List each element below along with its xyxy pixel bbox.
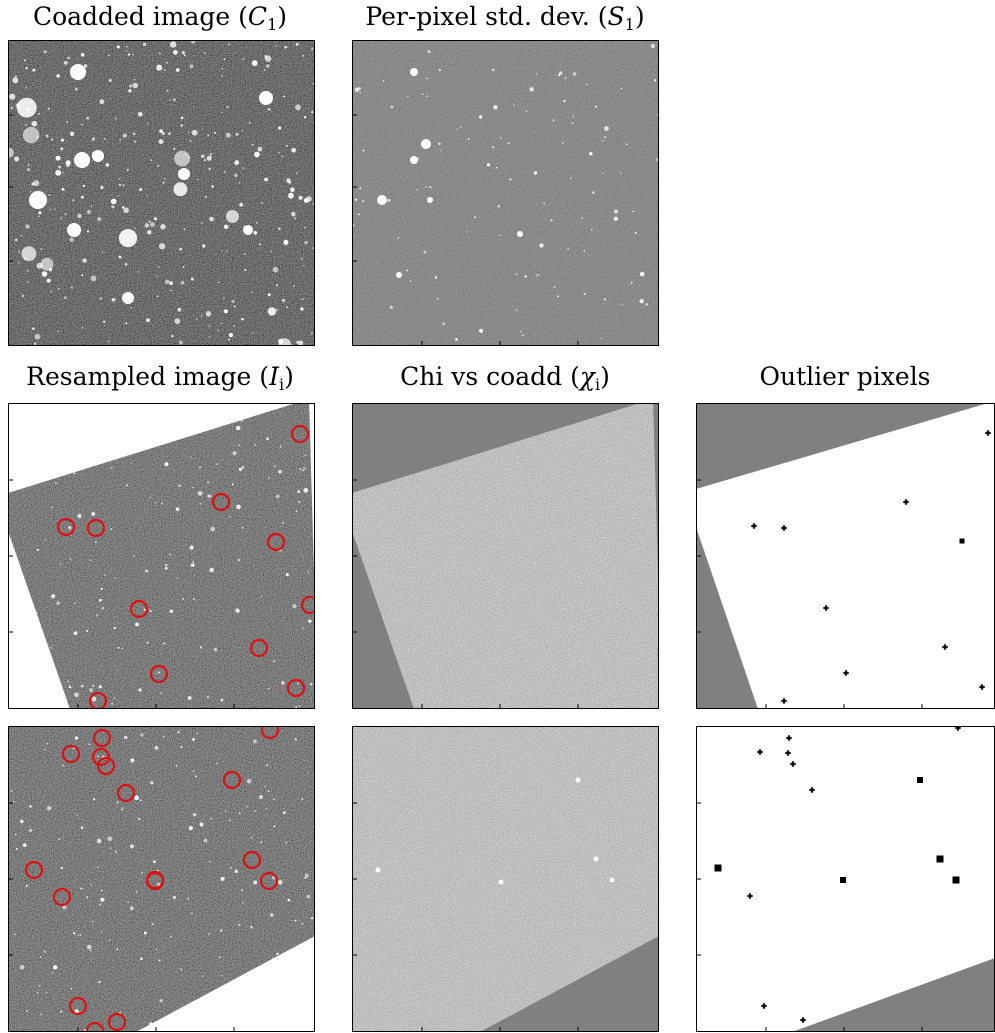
resampled-title: Resampled image (Ii) bbox=[26, 362, 294, 394]
outlier-pixels-panel-2 bbox=[696, 726, 995, 1032]
chi-image-panel-1 bbox=[352, 403, 659, 709]
coadd-image-panel bbox=[8, 40, 315, 346]
outlier-pixels-panel-1 bbox=[696, 403, 995, 709]
stddev-title: Per-pixel std. dev. (S1) bbox=[365, 2, 645, 34]
resampled-image-panel-2 bbox=[8, 726, 315, 1032]
chi-title: Chi vs coadd (χi) bbox=[400, 362, 610, 394]
outlier-title: Outlier pixels bbox=[759, 362, 931, 391]
coadd-title: Coadded image (C1) bbox=[32, 2, 288, 34]
chi-image-panel-2 bbox=[352, 726, 659, 1032]
stddev-image-panel bbox=[352, 40, 659, 346]
resampled-image-panel-1 bbox=[8, 403, 315, 709]
